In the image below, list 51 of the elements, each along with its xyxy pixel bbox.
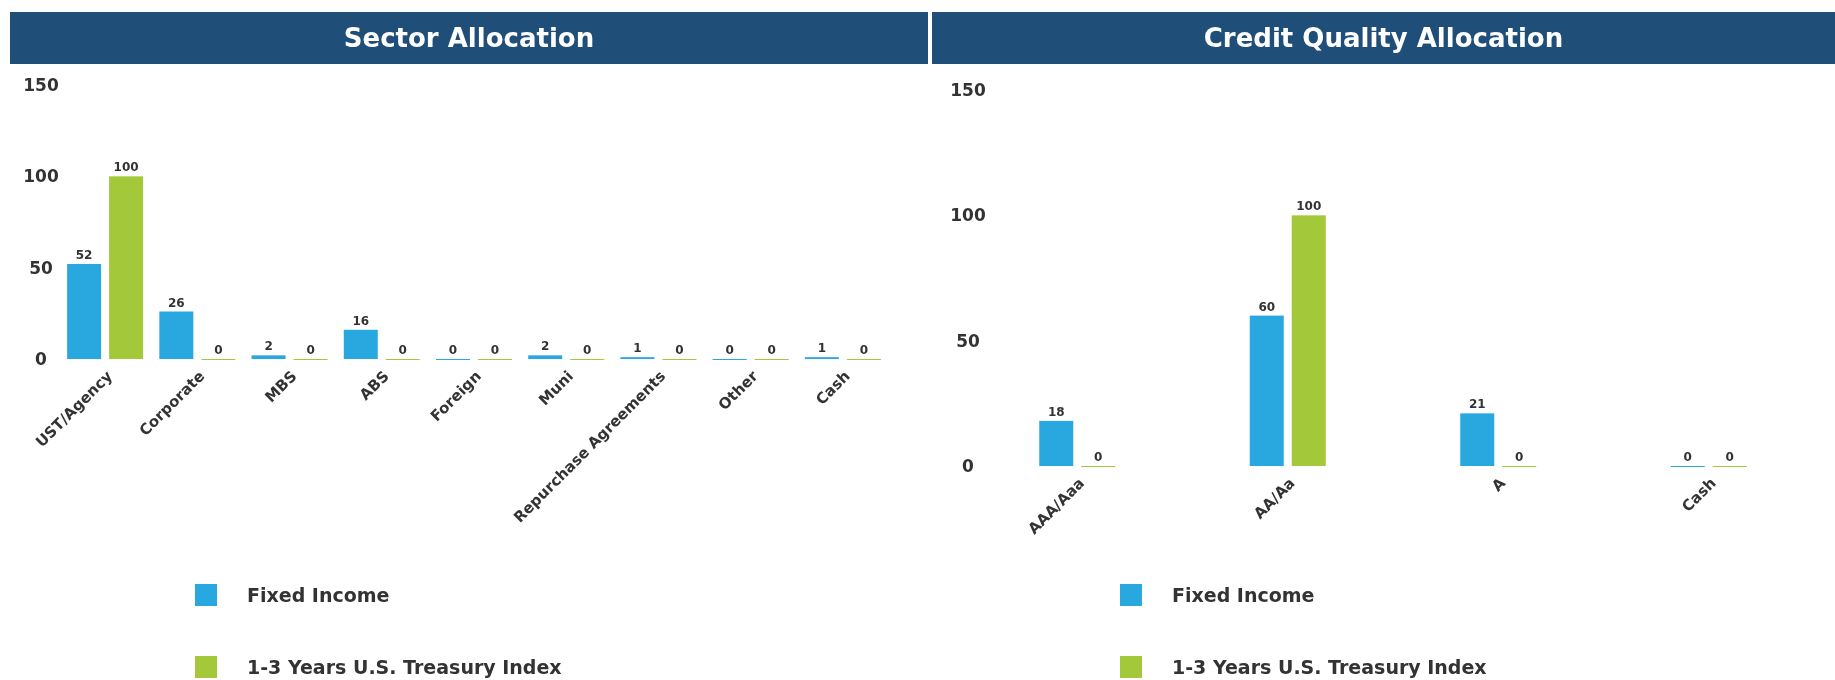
data-label: 18 (1047, 404, 1065, 419)
data-label: 60 (1258, 299, 1276, 314)
y-tick-label: 0 (962, 455, 975, 476)
bar (1460, 413, 1495, 466)
legend-label: Fixed Income (247, 583, 390, 606)
y-tick-label: 150 (950, 79, 986, 100)
data-label: 0 (448, 343, 458, 357)
x-tick-label: A (1488, 473, 1510, 496)
legend-label: Fixed Income (1172, 583, 1315, 606)
data-label: 0 (725, 343, 734, 357)
data-label: 0 (859, 343, 869, 357)
bar (159, 311, 194, 359)
bar (1291, 215, 1326, 466)
data-label: 0 (767, 343, 776, 357)
data-label: 100 (1296, 199, 1322, 214)
data-label: 100 (113, 160, 139, 175)
data-label: 52 (75, 248, 93, 263)
bar (109, 176, 144, 359)
bar (1249, 315, 1284, 466)
data-label: 0 (1725, 450, 1734, 464)
y-tick-label: 100 (950, 205, 986, 226)
y-tick-label: 150 (23, 74, 59, 95)
y-tick-label: 0 (35, 348, 48, 369)
data-label: 1 (817, 341, 827, 356)
y-tick-label: 100 (23, 166, 59, 187)
y-tick-label: 50 (29, 257, 53, 278)
bar (1039, 420, 1074, 466)
legend-label: 1-3 Years U.S. Treasury Index (1172, 655, 1487, 678)
data-label: 21 (1468, 397, 1486, 412)
data-label: 2 (541, 339, 550, 354)
bar (251, 355, 286, 359)
data-label: 0 (1094, 450, 1103, 464)
data-label: 0 (306, 343, 315, 357)
data-label: 2 (264, 339, 273, 354)
legend-label: 1-3 Years U.S. Treasury Index (247, 655, 562, 678)
data-label: 0 (1683, 450, 1692, 464)
data-label: 0 (398, 343, 407, 357)
data-label: 16 (352, 313, 370, 328)
data-label: 0 (583, 343, 592, 357)
y-tick-label: 50 (956, 330, 980, 351)
bar (528, 355, 563, 359)
data-label: 0 (675, 343, 684, 357)
data-label: 26 (167, 295, 185, 310)
chart-title: Sector Allocation (343, 23, 595, 54)
chart-title: Credit Quality Allocation (1203, 23, 1564, 54)
data-label: 1 (633, 341, 642, 356)
data-label: 0 (1515, 450, 1524, 464)
data-label: 0 (214, 343, 223, 357)
data-label: 0 (490, 343, 500, 357)
bar (67, 264, 102, 359)
bar (343, 329, 378, 359)
